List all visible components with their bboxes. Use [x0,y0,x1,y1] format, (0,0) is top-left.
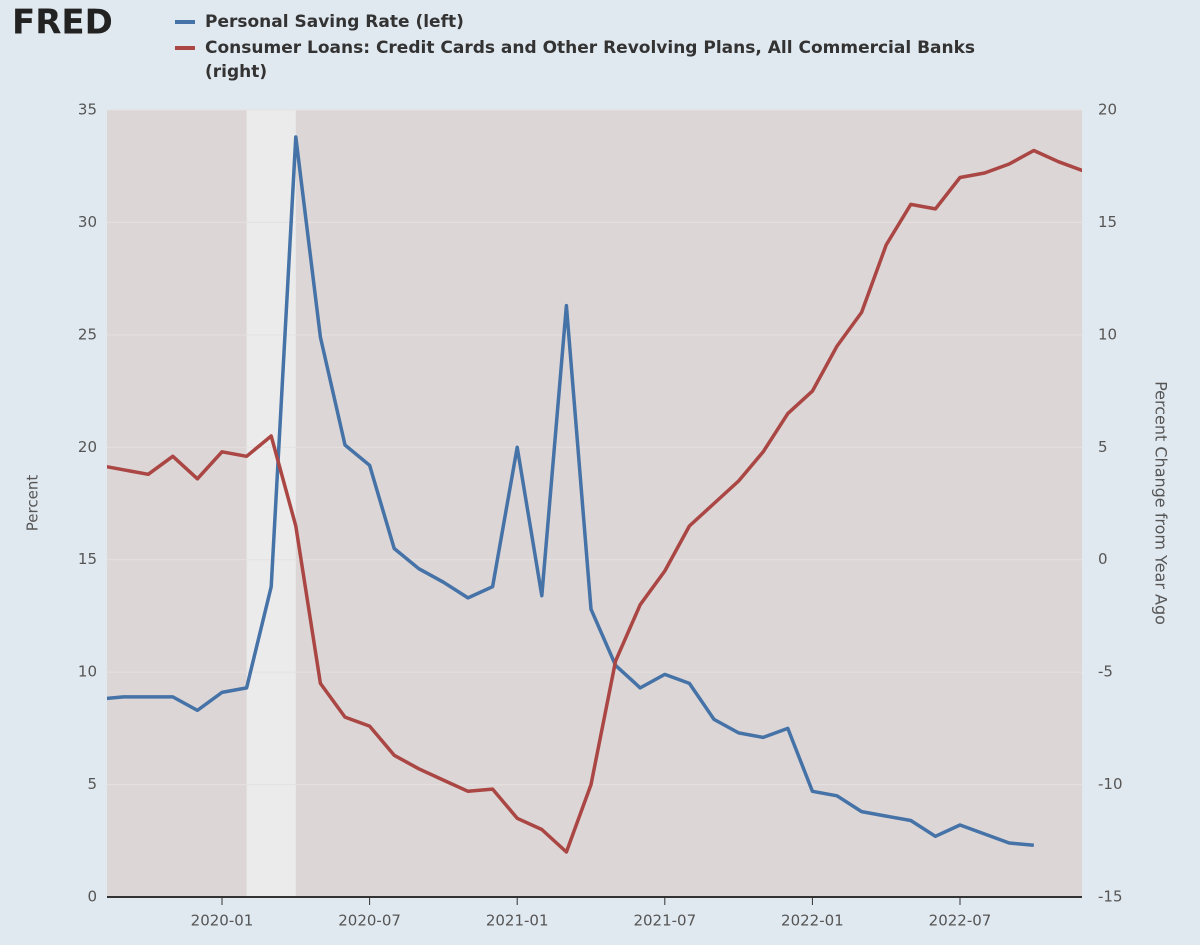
legend-swatch [175,46,195,50]
y2-tick-label: 0 [1098,550,1108,568]
y-axis-label: Percent [24,475,42,532]
series-line [107,135,1034,848]
y-tick-label: 20 [78,438,97,456]
x-tick-label: 2021-01 [486,912,549,930]
y-tick-label: 5 [87,775,97,793]
y-tick-label: 15 [78,550,97,568]
y-tick-label: 35 [78,101,97,119]
y-tick-label: 10 [78,663,97,681]
y2-tick-label: -10 [1098,775,1123,793]
y2-tick-label: 20 [1098,101,1117,119]
y-tick-label: 25 [78,325,97,343]
legend-entry: Personal Saving Rate (left) [175,10,1005,34]
legend-swatch [175,20,195,24]
y2-tick-label: 10 [1098,325,1117,343]
y2-axis-label: Percent Change from Year Ago [1152,381,1171,625]
y2-tick-label: -15 [1098,888,1123,906]
recession-shading [246,110,296,897]
y-tick-label: 0 [87,888,97,906]
x-tick-label: 2022-07 [929,912,992,930]
y2-tick-label: 5 [1098,438,1108,456]
x-tick-label: 2020-01 [191,912,254,930]
y2-tick-label: 15 [1098,213,1117,231]
x-tick-label: 2021-07 [633,912,696,930]
x-tick-label: 2022-01 [781,912,844,930]
x-tick-label: 2020-07 [338,912,401,930]
y2-tick-label: -5 [1098,663,1113,681]
legend-entry: Consumer Loans: Credit Cards and Other R… [175,36,985,84]
legend-text: Personal Saving Rate (left) [205,12,464,32]
series-line [107,148,1082,854]
legend-text: Consumer Loans: Credit Cards and Other R… [205,38,976,82]
y-tick-label: 30 [78,213,97,231]
logo: FRED [12,3,113,43]
